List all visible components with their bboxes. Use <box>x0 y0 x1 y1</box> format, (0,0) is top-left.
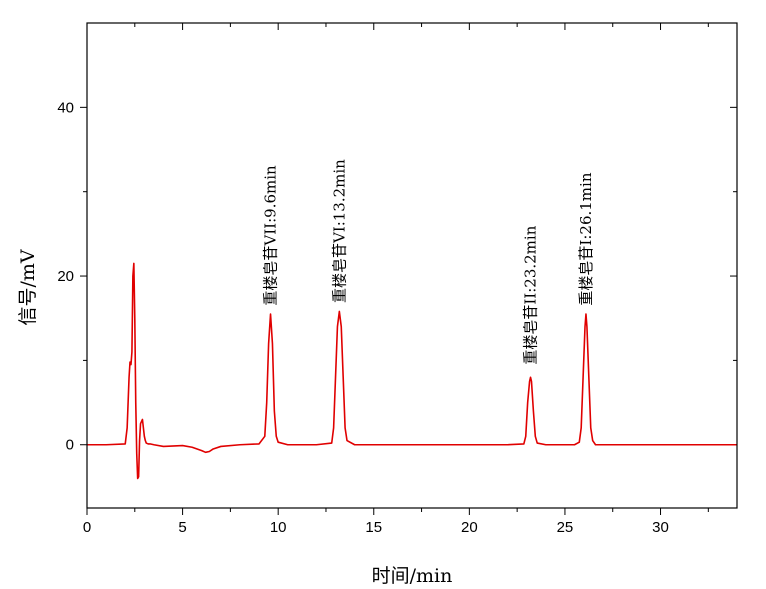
x-axis-title: 时间/min <box>372 565 453 587</box>
plot-frame <box>86 22 738 509</box>
peak-label: 重楼皂苷II:23.2min <box>522 225 540 364</box>
y-tick-label: 40 <box>57 99 74 116</box>
signal-line <box>87 262 737 480</box>
peak-label: 重楼皂苷VI:13.2min <box>330 159 348 303</box>
peak-annotations: 重楼皂苷VII:9.6min 重楼皂苷VI:13.2min 重楼皂苷II:23.2m… <box>262 159 595 365</box>
y-axis-title: 信号/mV <box>17 249 39 325</box>
x-tick-label: 0 <box>83 519 91 536</box>
x-tick-label: 25 <box>557 519 574 536</box>
y-tick-label: 0 <box>66 437 74 454</box>
y-tick-label: 20 <box>57 268 74 285</box>
x-tick-label: 20 <box>461 519 478 536</box>
x-tick-label: 30 <box>652 519 669 536</box>
x-tick-label: 5 <box>178 519 186 536</box>
tick-labels: 0 5 10 15 20 25 30 0 20 40 <box>57 99 669 536</box>
signal-series <box>87 262 737 480</box>
x-tick-label: 15 <box>365 519 382 536</box>
peak-label: 重楼皂苷VII:9.6min <box>262 165 280 306</box>
peak-label: 重楼皂苷I:26.1min <box>577 172 595 305</box>
x-tick-label: 10 <box>270 519 287 536</box>
axis-ticks <box>80 23 737 515</box>
